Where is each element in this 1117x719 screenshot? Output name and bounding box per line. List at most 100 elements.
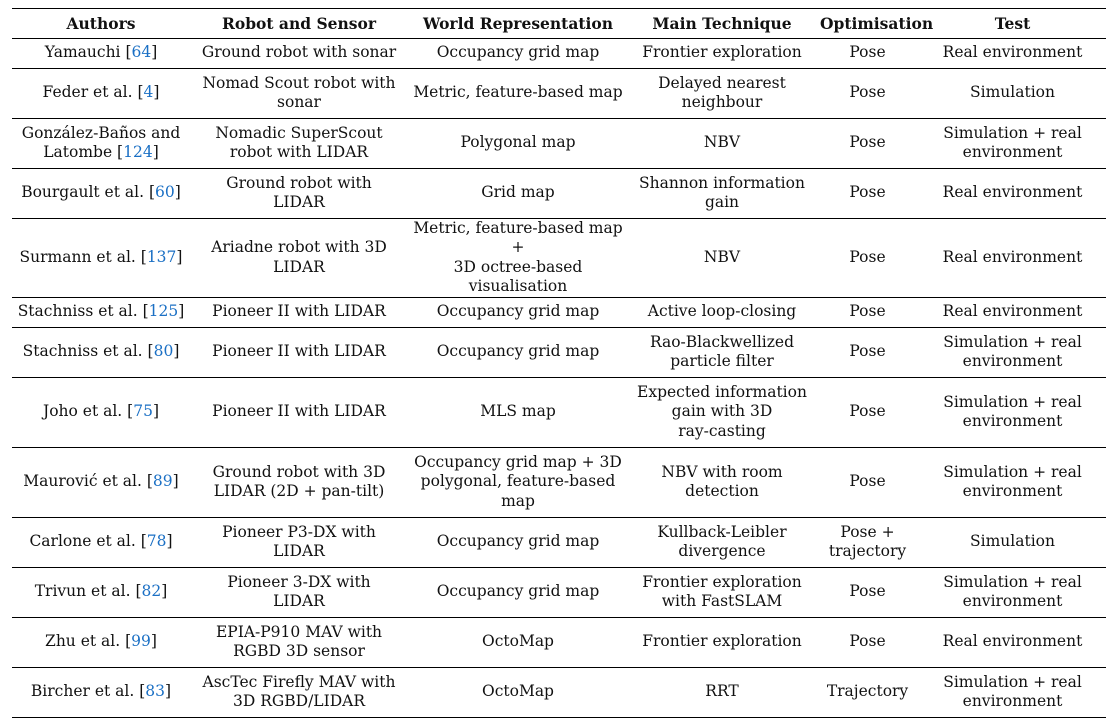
header-authors: Authors <box>12 8 190 39</box>
cell-optimisation: Pose <box>816 297 919 328</box>
citation-link[interactable]: 80 <box>153 342 174 361</box>
citation-link[interactable]: 82 <box>141 582 162 601</box>
header-row: Authors Robot and Sensor World Represent… <box>12 8 1106 39</box>
author-name: Yamauchi [ <box>44 43 132 62</box>
cell-test: Simulation + real environment <box>919 447 1106 518</box>
cell-main-technique: Shannon information gain <box>628 168 816 219</box>
cell-world-representation: MLS map <box>408 377 628 448</box>
header-main-technique: Main Technique <box>628 8 816 39</box>
cell-main-technique: Expected information gain with 3D ray-ca… <box>628 377 816 448</box>
cell-optimisation: Pose <box>816 38 919 69</box>
cell-robot-sensor: Pioneer II with LIDAR <box>190 327 408 378</box>
cell-author: Stachniss et al. [80] <box>12 327 190 378</box>
cell-main-technique: NBV <box>628 218 816 298</box>
table-row: Stachniss et al. [80] Pioneer II with LID… <box>12 327 1106 378</box>
citation-link[interactable]: 99 <box>131 632 151 651</box>
cell-world-representation: Metric, feature-based map + 3D octree-ba… <box>408 218 628 298</box>
cell-test: Simulation + real environment <box>919 118 1106 169</box>
cell-test: Simulation + real environment <box>919 377 1106 448</box>
author-name: Bourgault et al. [ <box>21 183 155 202</box>
cell-test: Real environment <box>919 168 1106 219</box>
cell-author: Bircher et al. [83] <box>12 667 190 718</box>
cell-optimisation: Pose <box>816 68 919 119</box>
cell-optimisation: Pose + trajectory <box>816 517 919 568</box>
citation-bracket: ] <box>176 247 183 266</box>
citation-link[interactable]: 124 <box>123 143 153 161</box>
citation-link[interactable]: 64 <box>131 43 152 62</box>
citation-bracket: ] <box>151 43 158 62</box>
cell-world-representation: Metric, feature-based map <box>408 68 628 119</box>
citation-bracket: ] <box>153 83 160 102</box>
citation-bracket: ] <box>150 632 157 651</box>
cell-robot-sensor: Pioneer II with LIDAR <box>190 377 408 448</box>
cell-author: Surmann et al. [137] <box>12 218 190 298</box>
cell-robot-sensor: Nomad Scout robot with sonar <box>190 68 408 119</box>
author-name: Feder et al. [ <box>42 83 144 102</box>
citation-link[interactable]: 125 <box>148 302 179 321</box>
author-name: Zhu et al. [ <box>45 632 132 651</box>
table-row: Trivun et al. [82] Pioneer 3-DX with LIDA… <box>12 567 1106 618</box>
citation-link[interactable]: 60 <box>155 183 175 202</box>
author-name: Joho et al. [ <box>42 402 134 421</box>
cell-robot-sensor: Pioneer P3-DX with LIDAR <box>190 517 408 568</box>
author-name: Maurović et al. [ <box>23 472 153 491</box>
citation-link[interactable]: 4 <box>143 83 154 102</box>
table-row: Stachniss et al. [125] Pioneer II with LI… <box>12 297 1106 328</box>
table-row: González-Baños and Latombe [124] Nomadic … <box>12 118 1106 169</box>
cell-world-representation: OctoMap <box>408 617 628 668</box>
cell-test: Simulation + real environment <box>919 567 1106 618</box>
table-row: Zhu et al. [99] EPIA-P910 MAV with RGBD 3… <box>12 617 1106 668</box>
cell-world-representation: OctoMap <box>408 667 628 718</box>
header-world-representation: World Representation <box>408 8 628 39</box>
cell-optimisation: Pose <box>816 447 919 518</box>
author-name: González-Baños and Latombe [ <box>21 123 181 162</box>
citation-link[interactable]: 83 <box>145 682 166 701</box>
cell-robot-sensor: Pioneer 3-DX with LIDAR <box>190 567 408 618</box>
cell-optimisation: Pose <box>816 377 919 448</box>
table-row: Bourgault et al. [60] Ground robot with L… <box>12 168 1106 219</box>
cell-test: Real environment <box>919 38 1106 69</box>
citation-link[interactable]: 75 <box>133 402 153 421</box>
cell-main-technique: NBV <box>628 118 816 169</box>
cell-world-representation: Occupancy grid map <box>408 567 628 618</box>
table-row: Carlone et al. [78] Pioneer P3-DX with LI… <box>12 517 1106 568</box>
cell-test: Simulation <box>919 517 1106 568</box>
cell-author: Yamauchi [64] <box>12 38 190 69</box>
cell-test: Simulation + real environment <box>919 667 1106 718</box>
cell-robot-sensor: Nomadic SuperScout robot with LIDAR <box>190 118 408 169</box>
table-row: Joho et al. [75] Pioneer II with LIDAR MLS… <box>12 377 1106 448</box>
citation-link[interactable]: 78 <box>146 532 167 551</box>
cell-robot-sensor: Ariadne robot with 3D LIDAR <box>190 218 408 298</box>
cell-optimisation: Pose <box>816 617 919 668</box>
citation-bracket: ] <box>178 302 185 321</box>
cell-author: Joho et al. [75] <box>12 377 190 448</box>
citation-bracket: ] <box>152 143 159 161</box>
cell-author: González-Baños and Latombe [124] <box>12 118 190 169</box>
header-robot-sensor: Robot and Sensor <box>190 8 408 39</box>
cell-test: Real environment <box>919 218 1106 298</box>
cell-world-representation: Grid map <box>408 168 628 219</box>
cell-robot-sensor: Ground robot with 3D LIDAR (2D + pan-til… <box>190 447 408 518</box>
cell-test: Simulation <box>919 68 1106 119</box>
cell-world-representation: Occupancy grid map <box>408 327 628 378</box>
citation-link[interactable]: 89 <box>152 472 173 491</box>
cell-test: Real environment <box>919 297 1106 328</box>
author-name: Surmann et al. [ <box>19 247 147 266</box>
citation-bracket: ] <box>172 472 179 491</box>
cell-author: Trivun et al. [82] <box>12 567 190 618</box>
cell-test: Real environment <box>919 617 1106 668</box>
comparison-table: Authors Robot and Sensor World Represent… <box>12 8 1106 718</box>
cell-world-representation: Occupancy grid map <box>408 297 628 328</box>
cell-author: Zhu et al. [99] <box>12 617 190 668</box>
cell-world-representation: Occupancy grid map + 3D polygonal, featu… <box>408 447 628 518</box>
cell-author: Stachniss et al. [125] <box>12 297 190 328</box>
table-row: Bircher et al. [83] AscTec Firefly MAV wi… <box>12 667 1106 718</box>
cell-optimisation: Pose <box>816 567 919 618</box>
citation-link[interactable]: 137 <box>146 247 177 266</box>
cell-optimisation: Pose <box>816 168 919 219</box>
author-name: Carlone et al. [ <box>29 532 147 551</box>
cell-optimisation: Trajectory <box>816 667 919 718</box>
cell-main-technique: RRT <box>628 667 816 718</box>
citation-bracket: ] <box>166 532 173 551</box>
table-row: Surmann et al. [137] Ariadne robot with 3… <box>12 218 1106 298</box>
